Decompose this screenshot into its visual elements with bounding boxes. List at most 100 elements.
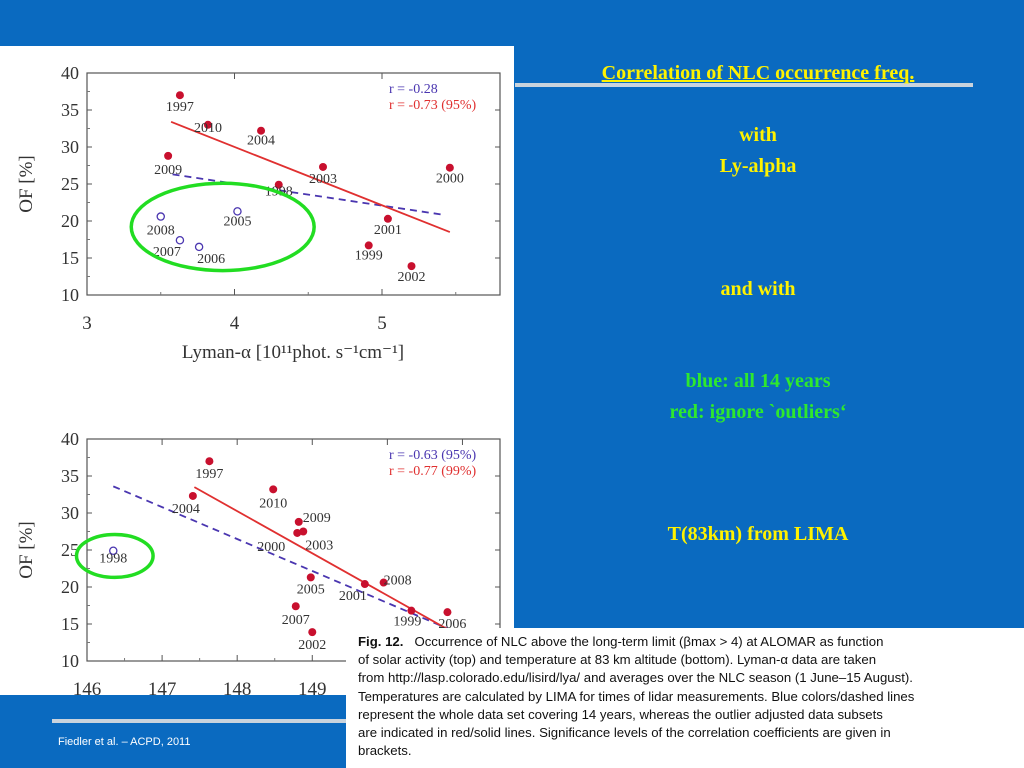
footer-divider — [52, 719, 352, 723]
legend-red: r = -0.77 (99%) — [389, 464, 477, 479]
data-label-2007: 2007 — [282, 613, 310, 628]
y-tick-label: 30 — [61, 503, 79, 523]
y-tick-label: 25 — [61, 174, 79, 194]
y-tick-label: 25 — [61, 540, 79, 560]
caption-text-0: Occurrence of NLC above the long-term li… — [414, 634, 884, 649]
data-label-2003: 2003 — [305, 539, 333, 554]
data-label-2003: 2003 — [309, 172, 337, 187]
data-label-2006: 2006 — [197, 252, 225, 267]
y-tick-label: 30 — [61, 137, 79, 157]
y-tick-label: 20 — [61, 577, 79, 597]
data-label-2010: 2010 — [259, 496, 287, 511]
title-divider — [515, 83, 973, 87]
data-label-2004: 2004 — [247, 134, 275, 149]
data-point-2000 — [293, 528, 302, 537]
data-label-1999: 1999 — [393, 615, 421, 630]
data-point-2004 — [257, 126, 266, 135]
x-tick-label: 147 — [148, 679, 177, 696]
caption-line-0: Fig. 12. Occurrence of NLC above the lon… — [358, 633, 1016, 651]
data-label-2004: 2004 — [172, 502, 200, 517]
chart-top-lyman-alpha: 10 15 20 25 30 35 40 3 4 5 OF [%] Lyman-α [10¹¹phot… — [16, 63, 501, 363]
legend-red: r = -0.73 (95%) — [389, 98, 477, 113]
y-tick-label: 10 — [61, 285, 79, 305]
data-label-2009: 2009 — [154, 163, 182, 178]
caption-line-3: Temperatures are calculated by LIMA for … — [358, 688, 915, 704]
data-label-2008: 2008 — [147, 224, 175, 239]
data-point-1999 — [407, 606, 416, 615]
fit-line-blue-dashed — [172, 173, 446, 216]
data-point-2003 — [299, 527, 308, 536]
x-tick-label: 149 — [298, 679, 327, 696]
data-label-2008: 2008 — [384, 574, 412, 589]
data-label-1997: 1997 — [166, 100, 194, 115]
highlight-ellipse — [74, 532, 155, 580]
x-tick-label: 3 — [82, 313, 92, 334]
and-with-text: and with — [720, 278, 796, 300]
y-tick-label: 35 — [61, 466, 79, 486]
data-point-2005 — [306, 573, 315, 582]
data-label-1998: 1998 — [99, 552, 127, 567]
y-tick-label: 20 — [61, 211, 79, 231]
data-point-1998 — [274, 180, 283, 189]
data-label-2005: 2005 — [223, 214, 251, 229]
ly-alpha-text: Ly-alpha — [719, 155, 797, 177]
y-tick-label: 15 — [61, 614, 79, 634]
data-point-1997 — [175, 91, 184, 100]
fit-line-red-solid — [193, 486, 448, 630]
caption-line-2: from http://lasp.colorado.edu/lisird/lya… — [358, 670, 913, 686]
caption-line-6: brackets. — [358, 743, 412, 759]
data-label-2000: 2000 — [436, 172, 464, 187]
data-point-2000 — [445, 163, 454, 172]
data-label-1997: 1997 — [195, 467, 223, 482]
data-label-2007: 2007 — [153, 245, 181, 260]
data-label-2010: 2010 — [194, 121, 222, 136]
caption-label: Fig. 12. — [358, 634, 404, 649]
y-axis-label: OF [%] — [16, 521, 37, 579]
legend-blue: r = -0.63 (95%) — [389, 448, 477, 463]
figure-caption: Fig. 12. Occurrence of NLC above the lon… — [346, 628, 1024, 768]
data-label-2002: 2002 — [398, 270, 426, 285]
data-point-2007 — [175, 235, 185, 245]
data-label-2005: 2005 — [297, 582, 325, 597]
red-note: red: ignore `outliers‘ — [669, 401, 847, 423]
data-label-2000: 2000 — [257, 540, 285, 555]
data-point-2002 — [308, 628, 317, 637]
x-tick-label: 4 — [230, 313, 240, 334]
data-point-2008 — [156, 212, 165, 221]
highlight-ellipse — [129, 181, 316, 273]
data-point-2004 — [188, 491, 197, 500]
data-point-2008 — [379, 578, 388, 587]
x-tick-label: 5 — [377, 313, 387, 334]
data-label-2001: 2001 — [374, 223, 402, 238]
data-point-2005 — [233, 207, 242, 216]
data-point-2003 — [319, 162, 327, 171]
data-point-1997 — [205, 457, 214, 466]
fit-line-blue-dashed — [112, 485, 448, 630]
x-tick-label: 148 — [223, 679, 252, 696]
y-tick-label: 40 — [61, 429, 79, 449]
slide-title: Correlation of NLC occurrence freq. — [601, 62, 915, 84]
data-point-2006 — [443, 608, 452, 617]
y-tick-label: 15 — [61, 248, 79, 268]
data-label-1999: 1999 — [355, 248, 383, 263]
data-label-2001: 2001 — [339, 589, 367, 604]
legend-blue: r = -0.28 — [389, 82, 438, 97]
chart-bottom-temperature: 10152025303540146147148149150151OF [%]T8… — [16, 429, 501, 696]
caption-line-1: of solar activity (top) and temperature … — [358, 652, 877, 668]
data-label-2002: 2002 — [298, 638, 326, 653]
fit-line-red-solid — [170, 121, 451, 233]
data-label-2009: 2009 — [303, 511, 331, 526]
caption-line-5: are indicated in red/solid lines. Signif… — [358, 725, 891, 741]
data-point-2002 — [407, 262, 416, 271]
data-point-2010 — [269, 485, 278, 494]
y-tick-label: 10 — [61, 651, 79, 671]
data-point-1999 — [364, 241, 373, 250]
data-point-2009 — [164, 151, 173, 160]
data-point-1998 — [109, 546, 118, 555]
data-point-2006 — [194, 242, 204, 252]
data-point-2001 — [360, 580, 369, 589]
with-text: with — [739, 124, 777, 146]
y-tick-label: 35 — [61, 100, 79, 120]
caption-line-4: represent the whole data set covering 14… — [358, 706, 883, 722]
figure-panel: 10 15 20 25 30 35 40 3 4 5 OF [%] Lyman-α [10¹¹phot… — [0, 46, 514, 696]
